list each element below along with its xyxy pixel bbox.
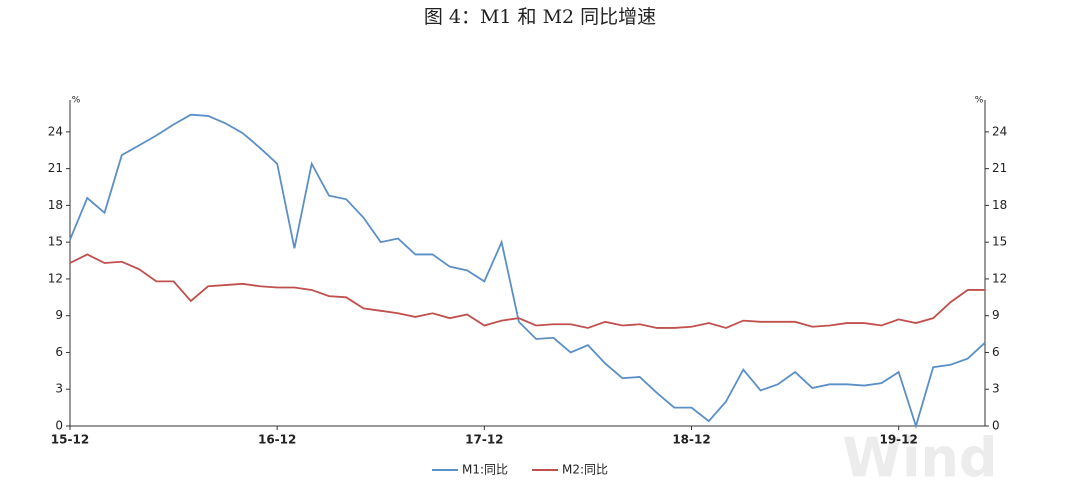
y-unit: % [72,96,81,106]
series-line [69,113,986,430]
chart-title: 图 4：M1 和 M2 同比增速 [424,6,656,28]
y-tick-label: 6 [55,345,63,359]
legend-label: M2:同比 [562,463,608,477]
y-tick-label: 18 [48,198,63,212]
x-tick-label: 19-12 [879,433,917,447]
y2-tick-label: 3 [992,382,1000,396]
x-tick-label: 16-12 [258,433,296,447]
watermark: Wind [842,427,997,489]
y2-tick-label: 6 [992,345,1000,359]
y2-tick-label: 0 [992,419,1000,433]
y2-unit: % [975,96,984,106]
x-tick-label: 18-12 [672,433,710,447]
y-tick-label: 9 [55,308,63,322]
x-tick-label: 15-12 [51,433,89,447]
series-line [69,253,985,329]
y-tick-label: 12 [48,271,63,285]
x-tick-label: 17-12 [465,433,503,447]
y-tick-label: 21 [48,161,63,175]
y2-tick-label: 24 [992,124,1007,138]
y2-tick-label: 18 [992,198,1007,212]
y2-tick-label: 21 [992,161,1007,175]
y2-tick-label: 12 [992,271,1007,285]
y-tick-label: 3 [55,382,63,396]
y-tick-label: 15 [48,235,63,249]
y2-tick-label: 15 [992,235,1007,249]
y2-tick-label: 9 [992,308,1000,322]
y-tick-label: 0 [55,419,63,433]
legend-label: M1:同比 [462,463,508,477]
y-tick-label: 24 [48,124,63,138]
